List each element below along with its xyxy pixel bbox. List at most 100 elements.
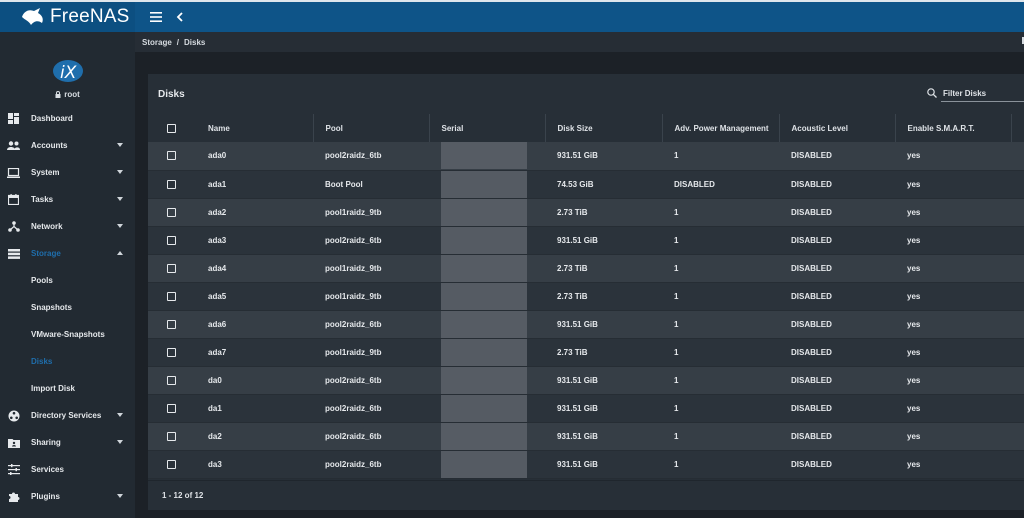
disk-size: 2.73 TiB (545, 338, 662, 367)
row-extra-cell (1011, 198, 1024, 227)
table-row[interactable]: ada5 pool1raidz_9tb 2.73 TiB 1 DISABLED yes (148, 282, 1024, 311)
sidebar-item-dashboard[interactable]: Dashboard (0, 105, 135, 132)
table-row[interactable]: ada4 pool1raidz_9tb 2.73 TiB 1 DISABLED yes (148, 254, 1024, 283)
row-checkbox[interactable] (167, 207, 176, 217)
row-checkbox[interactable] (167, 263, 176, 273)
row-checkbox[interactable] (167, 319, 176, 329)
table-row[interactable]: da2 pool2raidz_6tb 931.51 GiB 1 DISABLED yes (148, 422, 1024, 451)
disk-acoustic: DISABLED (779, 170, 895, 199)
network-icon (7, 220, 20, 233)
sidebar-item-accounts[interactable]: Accounts (0, 132, 135, 159)
column-header-serial[interactable]: Serial (429, 114, 546, 142)
table-row[interactable]: ada6 pool2raidz_6tb 931.51 GiB 1 DISABLED yes (148, 310, 1024, 339)
disk-pool: pool1raidz_9tb (313, 338, 429, 367)
column-header-pool[interactable]: Pool (313, 114, 430, 142)
collapse-button[interactable] (169, 6, 191, 28)
breadcrumb-separator: / (176, 37, 180, 47)
hamburger-icon (150, 12, 162, 22)
disk-size: 2.73 TiB (545, 198, 662, 227)
disk-apm: 1 (662, 226, 779, 255)
select-all-cell (148, 114, 196, 142)
row-checkbox[interactable] (167, 235, 176, 245)
row-extra-cell (1011, 282, 1024, 311)
freenas-logo-icon (22, 8, 43, 25)
sidebar-item-tasks[interactable]: Tasks (0, 186, 135, 213)
dashboard-icon (7, 112, 20, 125)
row-checkbox[interactable] (167, 179, 176, 189)
table-row[interactable]: ada1 Boot Pool 74.53 GiB DISABLED DISABLED ye… (148, 170, 1024, 199)
sidebar-item-label: Sharing (31, 438, 61, 447)
column-header-adv-power-management[interactable]: Adv. Power Management (662, 114, 780, 142)
sidebar-item-storage[interactable]: Storage (0, 240, 135, 267)
username[interactable]: root (55, 90, 80, 99)
sidebar-item-sharing[interactable]: Sharing (0, 429, 135, 456)
sidebar-subitem-snapshots[interactable]: Snapshots (31, 303, 72, 312)
row-extra-cell (1011, 310, 1024, 339)
disk-apm: 1 (662, 198, 779, 227)
services-icon (7, 463, 20, 476)
table-row[interactable]: ada2 pool1raidz_9tb 2.73 TiB 1 DISABLED yes (148, 198, 1024, 227)
column-header-acoustic-level[interactable]: Acoustic Level (779, 114, 896, 142)
sidebar-item-services[interactable]: Services (0, 456, 135, 483)
chevron-left-icon (176, 12, 183, 22)
row-select-cell (148, 450, 196, 479)
sidebar-subitem-pools[interactable]: Pools (31, 276, 53, 285)
sidebar-item-network[interactable]: Network (0, 213, 135, 240)
row-checkbox[interactable] (167, 403, 176, 413)
disks-table: Name Pool Serial Disk Size Adv. Power Ma… (148, 114, 1024, 479)
table-row[interactable]: ada0 pool2raidz_6tb 931.51 GiB 1 DISABLED yes (148, 142, 1024, 171)
redacted-serial (441, 254, 527, 282)
svg-text:iX: iX (60, 63, 77, 83)
table-row[interactable]: da1 pool2raidz_6tb 931.51 GiB 1 DISABLED yes (148, 394, 1024, 423)
breadcrumb-parent[interactable]: Storage (142, 37, 172, 47)
disk-pool: pool2raidz_6tb (313, 450, 429, 479)
row-select-cell (148, 310, 196, 339)
row-checkbox[interactable] (167, 291, 176, 301)
table-row[interactable]: da3 pool2raidz_6tb 931.51 GiB 1 DISABLED yes (148, 450, 1024, 479)
calendar-icon (7, 193, 20, 206)
column-header-disk-size[interactable]: Disk Size (545, 114, 663, 142)
sidebar-subitem-disks[interactable]: Disks (31, 357, 53, 366)
disk-acoustic: DISABLED (779, 338, 895, 367)
disk-name: ada3 (196, 226, 313, 255)
sidebar-item-directory-services[interactable]: Directory Services (0, 402, 135, 429)
filter-input[interactable]: Filter Disks (943, 88, 987, 98)
row-select-cell (148, 142, 196, 171)
breadcrumb-current: Disks (184, 37, 206, 47)
disk-serial (429, 170, 545, 199)
column-header-name[interactable]: Name (196, 114, 314, 142)
sidebar-item-system[interactable]: System (0, 159, 135, 186)
disk-size: 2.73 TiB (545, 254, 662, 283)
table-header-row: Name Pool Serial Disk Size Adv. Power Ma… (148, 114, 1024, 142)
row-extra-cell (1011, 422, 1024, 451)
disk-apm: 1 (662, 282, 779, 311)
row-checkbox[interactable] (167, 151, 176, 161)
disk-name: ada5 (196, 282, 313, 311)
row-checkbox[interactable] (167, 459, 176, 469)
disk-smart: yes (895, 142, 1011, 171)
column-header-enable-smart[interactable]: Enable S.M.A.R.T. (895, 114, 1012, 142)
table-row[interactable]: ada7 pool1raidz_9tb 2.73 TiB 1 DISABLED yes (148, 338, 1024, 367)
sidebar-subitem-vmware-snapshots[interactable]: VMware-Snapshots (31, 330, 105, 339)
table-row[interactable]: ada3 pool2raidz_6tb 931.51 GiB 1 DISABLED yes (148, 226, 1024, 255)
row-extra-cell (1011, 394, 1024, 423)
disk-size: 931.51 GiB (545, 450, 662, 479)
disk-acoustic: DISABLED (779, 282, 895, 311)
disk-apm: 1 (662, 254, 779, 283)
select-all-checkbox[interactable] (167, 123, 176, 133)
row-checkbox[interactable] (167, 431, 176, 441)
sidebar-item-plugins[interactable]: Plugins (0, 483, 135, 510)
sidebar: iX root Dashboard Accounts System (0, 32, 135, 518)
row-checkbox[interactable] (167, 375, 176, 385)
row-extra-cell (1011, 366, 1024, 395)
breadcrumb: Storage / Disks (135, 32, 1024, 52)
table-row[interactable]: da0 pool2raidz_6tb 931.51 GiB 1 DISABLED yes (148, 366, 1024, 395)
disk-name: ada1 (196, 170, 313, 199)
brand[interactable]: FreeNAS (0, 2, 135, 32)
disk-pool: pool2raidz_6tb (313, 142, 429, 171)
chevron-up-icon (117, 251, 123, 255)
sidebar-subitem-import-disk[interactable]: Import Disk (31, 384, 76, 393)
row-checkbox[interactable] (167, 347, 176, 357)
menu-toggle-button[interactable] (145, 6, 167, 28)
filter-box[interactable]: Filter Disks (927, 88, 986, 98)
